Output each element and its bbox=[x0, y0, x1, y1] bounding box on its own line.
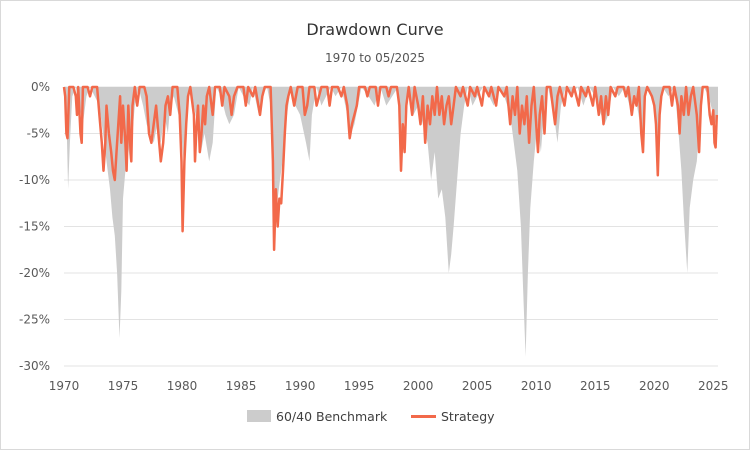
y-tick-label: -5% bbox=[27, 127, 50, 141]
y-tick-label: -20% bbox=[19, 266, 50, 280]
legend-benchmark-label[interactable]: 60/40 Benchmark bbox=[276, 409, 388, 424]
x-tick-label: 1990 bbox=[285, 379, 316, 393]
y-axis-ticks: 0% -5% -10% -15% -20% -25% -30% bbox=[19, 80, 50, 373]
chart-subtitle: 1970 to 05/2025 bbox=[324, 51, 426, 65]
x-axis-ticks: 1970 1975 1980 1985 1990 1995 2000 2005 2010 2015… bbox=[49, 379, 729, 393]
x-tick-label: 1975 bbox=[108, 379, 139, 393]
y-tick-label: 0% bbox=[31, 80, 50, 94]
x-tick-label: 2020 bbox=[639, 379, 670, 393]
x-tick-label: 1985 bbox=[226, 379, 257, 393]
y-tick-label: -25% bbox=[19, 313, 50, 327]
legend-benchmark-swatch[interactable] bbox=[247, 410, 271, 422]
benchmark-area bbox=[64, 87, 718, 357]
legend: 60/40 Benchmark Strategy bbox=[247, 409, 495, 424]
x-tick-label: 2010 bbox=[521, 379, 552, 393]
x-tick-label: 1980 bbox=[167, 379, 198, 393]
strategy-line bbox=[62, 85, 719, 252]
benchmark-area-path bbox=[64, 87, 718, 357]
legend-strategy-label[interactable]: Strategy bbox=[441, 409, 495, 424]
x-tick-label: 2005 bbox=[462, 379, 493, 393]
y-tick-label: -10% bbox=[19, 173, 50, 187]
x-tick-label: 2015 bbox=[580, 379, 611, 393]
x-tick-label: 1970 bbox=[49, 379, 80, 393]
y-tick-label: -15% bbox=[19, 220, 50, 234]
x-tick-label: 2025 bbox=[698, 379, 729, 393]
y-tick-label: -30% bbox=[19, 359, 50, 373]
strategy-line-path bbox=[62, 85, 719, 252]
x-tick-label: 2000 bbox=[403, 379, 434, 393]
x-tick-label: 1995 bbox=[344, 379, 375, 393]
chart-title: Drawdown Curve bbox=[306, 20, 444, 39]
